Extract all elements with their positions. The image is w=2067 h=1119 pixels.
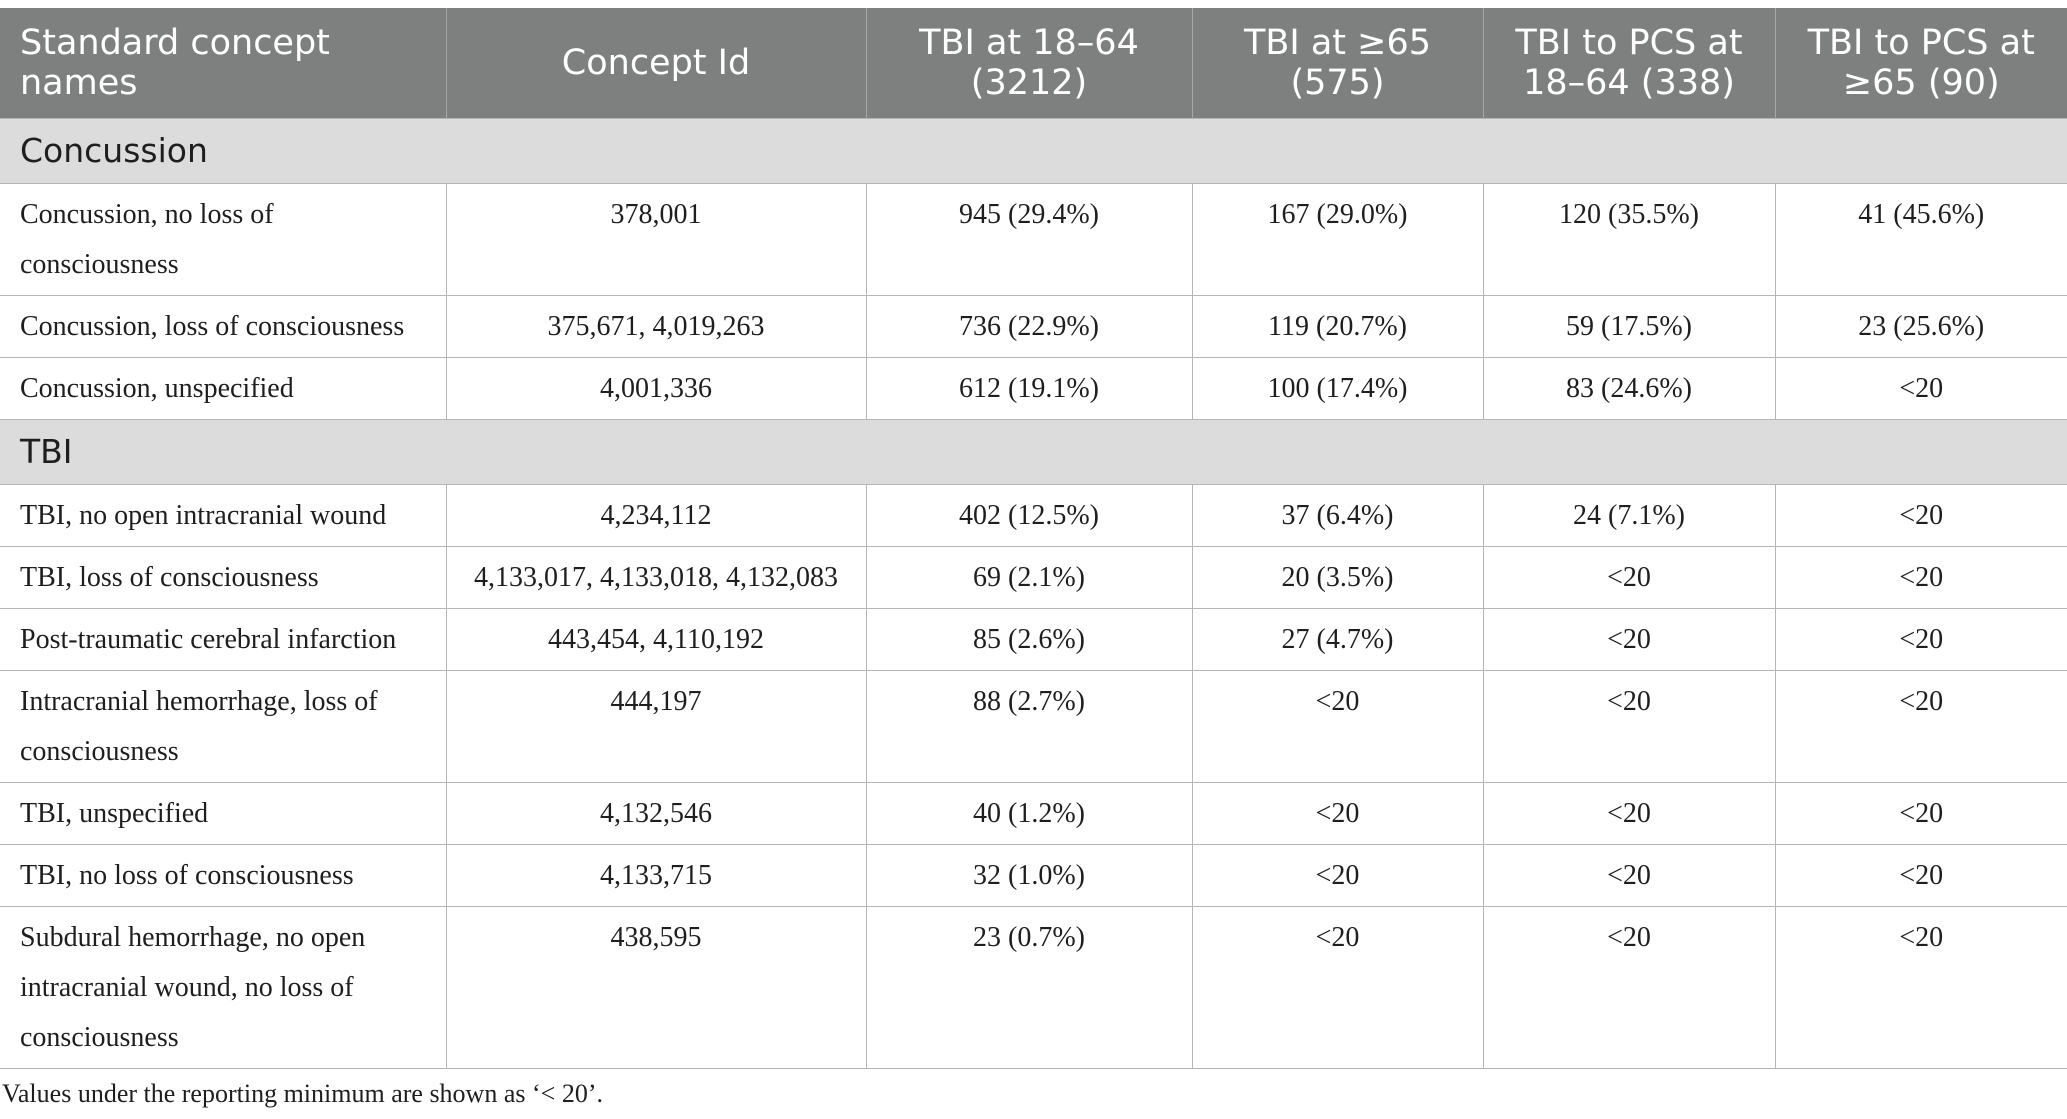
concept-id-cell: 444,197 xyxy=(445,670,866,783)
tbi-18-64-cell: 736 (22.9%) xyxy=(865,295,1192,358)
header-tbi-65-plus: TBI at ≥65 (575) xyxy=(1191,8,1483,118)
header-tbi-to-pcs-18-64: TBI to PCS at 18–64 (338) xyxy=(1482,8,1775,118)
tbi-18-64-cell: 40 (1.2%) xyxy=(865,782,1192,845)
tbi-65-plus-cell: 37 (6.4%) xyxy=(1191,484,1483,547)
pcs-18-64-cell: <20 xyxy=(1482,608,1775,671)
tbi-65-plus-cell: <20 xyxy=(1191,670,1483,783)
pcs-65-plus-cell: 41 (45.6%) xyxy=(1774,183,2067,296)
concept-name-cell: Intracranial hemorrhage, loss of conscio… xyxy=(0,670,446,783)
concept-id-cell: 4,133,017, 4,133,018, 4,132,083 xyxy=(445,546,866,609)
pcs-18-64-cell: <20 xyxy=(1482,670,1775,783)
table-row: Subdural hemorrhage, no open intracrania… xyxy=(0,906,2067,1069)
pcs-65-plus-cell: <20 xyxy=(1774,844,2067,907)
pcs-18-64-cell: <20 xyxy=(1482,906,1775,1069)
table-row: Intracranial hemorrhage, loss of conscio… xyxy=(0,670,2067,783)
pcs-18-64-cell: 24 (7.1%) xyxy=(1482,484,1775,547)
concept-id-cell: 4,133,715 xyxy=(445,844,866,907)
table-header: Standard concept names Concept Id TBI at… xyxy=(0,8,2067,118)
concept-id-cell: 4,234,112 xyxy=(445,484,866,547)
tbi-65-plus-cell: 119 (20.7%) xyxy=(1191,295,1483,358)
pcs-65-plus-cell: <20 xyxy=(1774,484,2067,547)
pcs-18-64-cell: 120 (35.5%) xyxy=(1482,183,1775,296)
concept-name-cell: TBI, no loss of consciousness xyxy=(0,844,446,907)
concept-name-cell: TBI, no open intracranial wound xyxy=(0,484,446,547)
pcs-65-plus-cell: <20 xyxy=(1774,906,2067,1069)
table-row: TBI, unspecified 4,132,546 40 (1.2%) <20 <20… xyxy=(0,782,2067,845)
pcs-18-64-cell: <20 xyxy=(1482,546,1775,609)
tbi-65-plus-cell: 27 (4.7%) xyxy=(1191,608,1483,671)
pcs-65-plus-cell: <20 xyxy=(1774,608,2067,671)
pcs-65-plus-cell: <20 xyxy=(1774,357,2067,420)
concept-id-cell: 378,001 xyxy=(445,183,866,296)
concept-name-cell: TBI, unspecified xyxy=(0,782,446,845)
pcs-18-64-cell: <20 xyxy=(1482,782,1775,845)
tbi-65-plus-cell: 20 (3.5%) xyxy=(1191,546,1483,609)
concept-name-cell: TBI, loss of consciousness xyxy=(0,546,446,609)
concept-name-cell: Concussion, loss of consciousness xyxy=(0,295,446,358)
concept-name-cell: Subdural hemorrhage, no open intracrania… xyxy=(0,906,446,1069)
header-row: Standard concept names Concept Id TBI at… xyxy=(0,8,2067,118)
document: Standard concept names Concept Id TBI at… xyxy=(0,8,2067,1109)
tbi-18-64-cell: 85 (2.6%) xyxy=(865,608,1192,671)
table-body: Concussion Concussion, no loss of conscio… xyxy=(0,117,2067,1069)
table-row: Concussion, no loss of consciousness 378,… xyxy=(0,183,2067,296)
tbi-18-64-cell: 23 (0.7%) xyxy=(865,906,1192,1069)
group-row: TBI xyxy=(0,418,2067,485)
table-footnote: Values under the reporting minimum are s… xyxy=(2,1078,603,1108)
tbi-18-64-cell: 402 (12.5%) xyxy=(865,484,1192,547)
tbi-18-64-cell: 945 (29.4%) xyxy=(865,183,1192,296)
concept-id-cell: 438,595 xyxy=(445,906,866,1069)
concept-id-cell: 443,454, 4,110,192 xyxy=(445,608,866,671)
table-row: TBI, no open intracranial wound 4,234,112… xyxy=(0,484,2067,547)
concept-name-cell: Concussion, unspecified xyxy=(0,357,446,420)
tbi-18-64-cell: 612 (19.1%) xyxy=(865,357,1192,420)
table-row: Post-traumatic cerebral infarction 443,45… xyxy=(0,608,2067,671)
table-row: Concussion, unspecified 4,001,336 612 (19.… xyxy=(0,357,2067,420)
pcs-18-64-cell: <20 xyxy=(1482,844,1775,907)
tbi-65-plus-cell: <20 xyxy=(1191,844,1483,907)
header-concept-id: Concept Id xyxy=(445,8,866,118)
header-tbi-to-pcs-65-plus: TBI to PCS at ≥65 (90) xyxy=(1774,8,2067,118)
table-row: TBI, no loss of consciousness 4,133,715 32… xyxy=(0,844,2067,907)
pcs-65-plus-cell: <20 xyxy=(1774,670,2067,783)
group-label: Concussion xyxy=(0,117,2067,184)
group-label: TBI xyxy=(0,418,2067,485)
tbi-65-plus-cell: <20 xyxy=(1191,906,1483,1069)
tbi-18-64-cell: 88 (2.7%) xyxy=(865,670,1192,783)
table-row: Concussion, loss of consciousness 375,671… xyxy=(0,295,2067,358)
concept-id-cell: 4,132,546 xyxy=(445,782,866,845)
pcs-65-plus-cell: 23 (25.6%) xyxy=(1774,295,2067,358)
table-row: TBI, loss of consciousness 4,133,017, 4,1… xyxy=(0,546,2067,609)
pcs-65-plus-cell: <20 xyxy=(1774,782,2067,845)
concept-id-cell: 4,001,336 xyxy=(445,357,866,420)
header-tbi-18-64: TBI at 18–64 (3212) xyxy=(865,8,1192,118)
concept-table: Standard concept names Concept Id TBI at… xyxy=(0,8,2067,1069)
pcs-65-plus-cell: <20 xyxy=(1774,546,2067,609)
pcs-18-64-cell: 83 (24.6%) xyxy=(1482,357,1775,420)
header-standard-concept-names: Standard concept names xyxy=(0,8,446,118)
concept-id-cell: 375,671, 4,019,263 xyxy=(445,295,866,358)
tbi-65-plus-cell: 167 (29.0%) xyxy=(1191,183,1483,296)
tbi-18-64-cell: 32 (1.0%) xyxy=(865,844,1192,907)
tbi-18-64-cell: 69 (2.1%) xyxy=(865,546,1192,609)
tbi-65-plus-cell: 100 (17.4%) xyxy=(1191,357,1483,420)
tbi-65-plus-cell: <20 xyxy=(1191,782,1483,845)
concept-name-cell: Post-traumatic cerebral infarction xyxy=(0,608,446,671)
pcs-18-64-cell: 59 (17.5%) xyxy=(1482,295,1775,358)
group-row: Concussion xyxy=(0,117,2067,184)
concept-name-cell: Concussion, no loss of consciousness xyxy=(0,183,446,296)
